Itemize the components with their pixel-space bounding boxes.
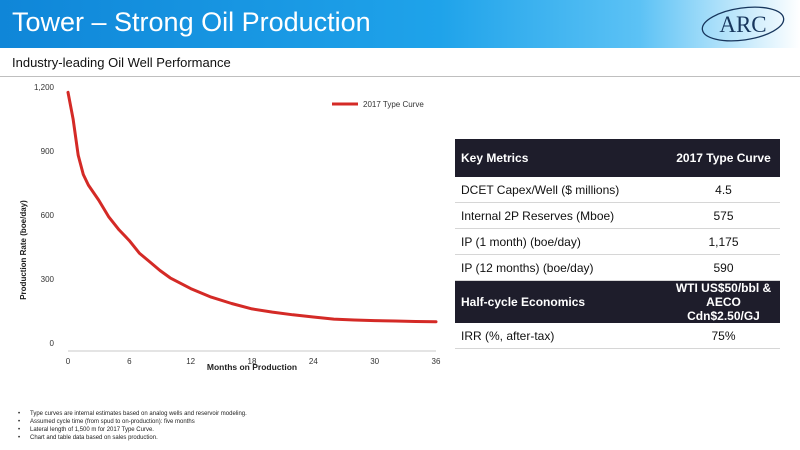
metric-label: DCET Capex/Well ($ millions) [455,177,667,203]
table-row: IP (12 months) (boe/day) 590 [455,254,780,281]
series-line-type-curve [66,90,438,324]
metric-label: Internal 2P Reserves (Mboe) [455,202,667,229]
y-axis: 0 300 600 900 1,200 [34,83,55,348]
y-tick-label: 600 [41,211,55,220]
arc-logo: ARC [701,6,785,42]
footnote: Lateral length of 1,500 m for 2017 Type … [18,426,247,434]
y-axis-label: Production Rate (boe/day) [19,200,28,300]
x-tick-label: 0 [66,357,71,366]
footnote: Chart and table data based on sales prod… [18,434,247,442]
logo-text: ARC [719,12,766,37]
table-header-row: Key Metrics 2017 Type Curve [455,139,780,177]
x-axis-label: Months on Production [207,362,297,372]
footnotes-list: Type curves are internal estimates based… [18,410,247,442]
metric-value: 1,175 [667,228,780,255]
metric-value: 575 [667,202,780,229]
y-tick-label: 900 [41,147,55,156]
header-divider [0,76,800,77]
table-header-cell: Half-cycle Economics [455,280,667,323]
legend-label: 2017 Type Curve [363,100,424,109]
y-tick-label: 1,200 [34,83,55,92]
x-tick-label: 36 [432,357,441,366]
key-metrics-table: Key Metrics 2017 Type Curve DCET Capex/Wel… [455,139,780,349]
footnote: Assumed cycle time (from spud to on-prod… [18,418,247,426]
table-header-row: Half-cycle Economics WTI US$50/bbl & AECO… [455,280,780,323]
y-tick-label: 0 [50,339,55,348]
x-tick-label: 12 [186,357,195,366]
metric-value: 590 [667,254,780,281]
metric-value: 4.5 [667,177,780,203]
table-row: DCET Capex/Well ($ millions) 4.5 [455,177,780,203]
table-row: IRR (%, after-tax) 75% [455,323,780,349]
metric-label: IP (1 month) (boe/day) [455,228,667,255]
x-tick-label: 24 [309,357,318,366]
x-tick-label: 6 [127,357,132,366]
footnote: Type curves are internal estimates based… [18,410,247,418]
table-header-cell: 2017 Type Curve [667,139,780,177]
key-metrics-body: Key Metrics 2017 Type Curve DCET Capex/Wel… [455,139,780,349]
x-tick-label: 30 [370,357,379,366]
production-chart: 0 300 600 900 1,200 0 6 12 18 24 30 36 2017 Type C… [19,83,441,372]
x-tick-label: 18 [248,357,257,366]
y-tick-label: 300 [41,275,55,284]
page-subtitle: Industry-leading Oil Well Performance [12,55,231,70]
table-row: Internal 2P Reserves (Mboe) 575 [455,202,780,229]
x-axis: 0 6 12 18 24 30 36 [66,350,441,366]
table-header-cell: Key Metrics [455,139,667,177]
title-bar: Tower – Strong Oil Production ARC [0,0,800,48]
page-title: Tower – Strong Oil Production [12,7,371,37]
series-layer [66,90,438,324]
metric-value: 75% [667,323,780,349]
table-row: IP (1 month) (boe/day) 1,175 [455,228,780,255]
chart-legend: 2017 Type Curve [332,100,424,109]
metric-label: IRR (%, after-tax) [455,323,667,349]
table-header-cell: WTI US$50/bbl & AECO Cdn$2.50/GJ [667,280,780,323]
metric-label: IP (12 months) (boe/day) [455,254,667,281]
